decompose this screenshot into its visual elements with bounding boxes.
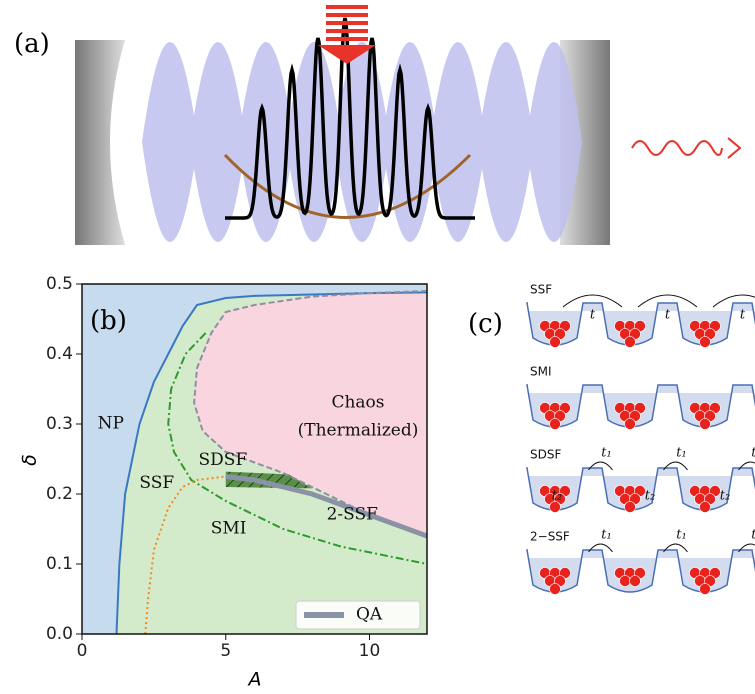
lens bbox=[142, 42, 198, 242]
row-label: SDSF bbox=[530, 448, 561, 462]
hop-label: t₁ bbox=[751, 446, 755, 461]
particle bbox=[625, 419, 636, 430]
plot-area bbox=[82, 284, 427, 634]
y-tick-label: 0.3 bbox=[46, 414, 73, 434]
hop-label: t₁ bbox=[676, 446, 686, 461]
particle bbox=[630, 576, 641, 587]
x-axis-label: A bbox=[247, 669, 262, 691]
y-axis-label: δ bbox=[19, 454, 41, 466]
hop-label: t bbox=[590, 308, 596, 323]
panel-label: (a) bbox=[14, 29, 50, 59]
particle bbox=[620, 576, 631, 587]
hop-label: t₂ bbox=[720, 489, 730, 504]
y-tick-label: 0.5 bbox=[46, 274, 73, 294]
x-tick-label: 0 bbox=[77, 641, 88, 661]
legend-label: QA bbox=[356, 605, 383, 625]
region-label: (Thermalized) bbox=[298, 421, 419, 441]
region-label: 2-SSF bbox=[327, 505, 379, 525]
y-tick-label: 0.1 bbox=[46, 554, 73, 574]
hop-label: t bbox=[665, 308, 671, 323]
region-label: NP bbox=[98, 414, 124, 434]
particle bbox=[700, 337, 711, 348]
cavity-schematic bbox=[75, 5, 740, 245]
particle bbox=[700, 419, 711, 430]
hop-label: t₂ bbox=[552, 489, 562, 504]
x-tick-label: 5 bbox=[220, 641, 231, 661]
particle bbox=[625, 502, 636, 513]
lens bbox=[190, 42, 246, 242]
particle bbox=[625, 337, 636, 348]
hop-label: t₁ bbox=[601, 446, 611, 461]
region-label: Chaos bbox=[331, 393, 384, 413]
row-label: SMI bbox=[530, 365, 552, 379]
particle bbox=[700, 584, 711, 595]
panel-label: (c) bbox=[468, 309, 503, 339]
region-label: SMI bbox=[211, 519, 247, 539]
panel-label: (b) bbox=[90, 306, 127, 336]
figure: (a) (b) (c) A δ SSF t t t SMI SDSF t₁ t₁ t₁ t₂ t₂ t… bbox=[0, 0, 755, 694]
lens bbox=[478, 42, 534, 242]
particle bbox=[550, 337, 561, 348]
particle bbox=[550, 419, 561, 430]
hop-label: t₁ bbox=[676, 528, 686, 543]
region-label: SSF bbox=[139, 473, 174, 493]
y-tick-label: 0.0 bbox=[46, 624, 73, 644]
region-label: SDSF bbox=[199, 450, 248, 470]
y-tick-label: 0.4 bbox=[46, 344, 73, 364]
hop-label: t₁ bbox=[751, 528, 755, 543]
panel-c: SSF t t t SMI SDSF t₁ t₁ t₁ t₂ t₂ t₂ 2−SSF t₁ t₁ t₁ bbox=[527, 283, 755, 595]
hop-label: t₁ bbox=[601, 528, 611, 543]
hop-label: t bbox=[740, 308, 746, 323]
particle bbox=[550, 584, 561, 595]
y-tick-label: 0.2 bbox=[46, 484, 73, 504]
row-label: SSF bbox=[530, 283, 552, 297]
hop-label: t₂ bbox=[645, 489, 655, 504]
row-label: 2−SSF bbox=[530, 530, 570, 544]
particle bbox=[700, 502, 711, 513]
x-tick-label: 10 bbox=[359, 641, 381, 661]
